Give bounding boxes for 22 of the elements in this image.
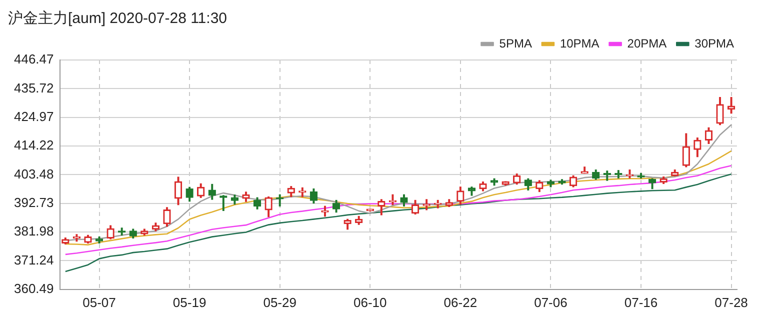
legend-label: 10PMA (560, 36, 600, 50)
x-tick-label: 05-29 (263, 294, 296, 310)
x-tick-label: 07-16 (624, 294, 658, 310)
x-tick-label: 07-06 (534, 294, 568, 310)
y-tick-label: 403.48 (14, 166, 54, 182)
x-tick-label: 05-07 (82, 294, 116, 310)
y-tick-label: 414.22 (14, 138, 54, 153)
legend-label: 30PMA (694, 36, 734, 50)
y-tick-label: 424.97 (14, 108, 54, 124)
x-tick-label: 06-10 (354, 294, 387, 310)
y-tick-label: 446.47 (14, 52, 54, 67)
legend-label: 5PMA (499, 36, 532, 50)
x-tick-label: 05-19 (172, 294, 206, 310)
y-tick-label: 371.24 (14, 252, 54, 268)
y-tick-label: 360.49 (14, 280, 54, 296)
legend-label: 20PMA (627, 36, 667, 50)
y-tick-label: 392.73 (14, 194, 54, 210)
x-tick-label: 07-28 (714, 294, 748, 310)
y-tick-label: 435.72 (14, 80, 54, 96)
x-tick-label: 06-22 (444, 294, 478, 310)
y-tick-label: 381.98 (14, 224, 54, 239)
chart-title: 沪金主力[aum] 2020-07-28 11:30 (8, 10, 228, 28)
